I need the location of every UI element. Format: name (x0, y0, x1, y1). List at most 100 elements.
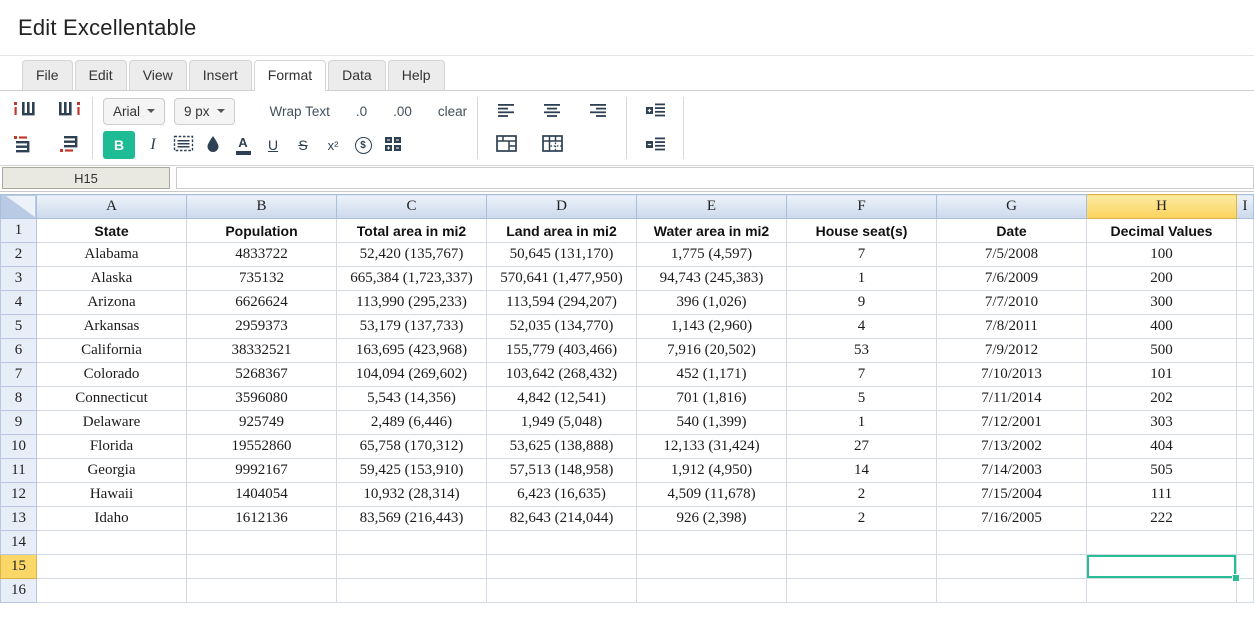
cell-E16[interactable] (637, 579, 787, 603)
cell-F14[interactable] (787, 531, 937, 555)
select-all-corner[interactable] (1, 195, 37, 219)
cell-F5[interactable]: 4 (787, 315, 937, 339)
cell-C13[interactable]: 83,569 (216,443) (337, 507, 487, 531)
cell-I12[interactable] (1237, 483, 1254, 507)
row-header-13[interactable]: 13 (1, 507, 37, 531)
fill-color-button[interactable] (201, 131, 225, 159)
cell-E6[interactable]: 7,916 (20,502) (637, 339, 787, 363)
cell-I6[interactable] (1237, 339, 1254, 363)
cell-A5[interactable]: Arkansas (37, 315, 187, 339)
cell-A8[interactable]: Connecticut (37, 387, 187, 411)
row-header-8[interactable]: 8 (1, 387, 37, 411)
cell-B16[interactable] (187, 579, 337, 603)
cell-G1[interactable]: Date (937, 219, 1087, 243)
cell-B14[interactable] (187, 531, 337, 555)
cell-E2[interactable]: 1,775 (4,597) (637, 243, 787, 267)
strikethrough-button[interactable]: S (291, 131, 315, 159)
cell-B10[interactable]: 19552860 (187, 435, 337, 459)
cell-G9[interactable]: 7/12/2001 (937, 411, 1087, 435)
cell-D10[interactable]: 53,625 (138,888) (487, 435, 637, 459)
cell-G7[interactable]: 7/10/2013 (937, 363, 1087, 387)
cell-G2[interactable]: 7/5/2008 (937, 243, 1087, 267)
column-header-I[interactable]: I (1237, 195, 1254, 219)
cell-F10[interactable]: 27 (787, 435, 937, 459)
cell-G8[interactable]: 7/11/2014 (937, 387, 1087, 411)
cell-D9[interactable]: 1,949 (5,048) (487, 411, 637, 435)
cell-A2[interactable]: Alabama (37, 243, 187, 267)
row-header-7[interactable]: 7 (1, 363, 37, 387)
cell-C11[interactable]: 59,425 (153,910) (337, 459, 487, 483)
indent-increase-button[interactable] (643, 97, 667, 125)
clear-formatting-button[interactable]: clear (438, 104, 467, 119)
cell-D16[interactable] (487, 579, 637, 603)
cell-G14[interactable] (937, 531, 1087, 555)
cell-H4[interactable]: 300 (1087, 291, 1237, 315)
cell-H2[interactable]: 100 (1087, 243, 1237, 267)
column-header-F[interactable]: F (787, 195, 937, 219)
tab-insert[interactable]: Insert (189, 60, 252, 91)
cell-I14[interactable] (1237, 531, 1254, 555)
tab-data[interactable]: Data (328, 60, 386, 91)
insert-column-left-button[interactable] (12, 97, 36, 125)
tab-edit[interactable]: Edit (75, 60, 127, 91)
cell-D3[interactable]: 570,641 (1,477,950) (487, 267, 637, 291)
cell-A9[interactable]: Delaware (37, 411, 187, 435)
cell-I13[interactable] (1237, 507, 1254, 531)
cell-H7[interactable]: 101 (1087, 363, 1237, 387)
cell-H16[interactable] (1087, 579, 1237, 603)
cell-E7[interactable]: 452 (1,171) (637, 363, 787, 387)
cell-C3[interactable]: 665,384 (1,723,337) (337, 267, 487, 291)
cell-G13[interactable]: 7/16/2005 (937, 507, 1087, 531)
decimal-decrease-button[interactable]: .0 (356, 104, 367, 119)
tab-help[interactable]: Help (388, 60, 445, 91)
cell-E10[interactable]: 12,133 (31,424) (637, 435, 787, 459)
row-header-5[interactable]: 5 (1, 315, 37, 339)
cell-I11[interactable] (1237, 459, 1254, 483)
column-header-D[interactable]: D (487, 195, 637, 219)
insert-row-below-button[interactable] (58, 131, 82, 159)
cell-D6[interactable]: 155,779 (403,466) (487, 339, 637, 363)
cell-I4[interactable] (1237, 291, 1254, 315)
cell-F9[interactable]: 1 (787, 411, 937, 435)
cell-E12[interactable]: 4,509 (11,678) (637, 483, 787, 507)
cell-E4[interactable]: 396 (1,026) (637, 291, 787, 315)
wrap-text-button[interactable]: Wrap Text (270, 104, 330, 119)
currency-button[interactable]: $ (351, 131, 375, 159)
cell-H13[interactable]: 222 (1087, 507, 1237, 531)
cell-H6[interactable]: 500 (1087, 339, 1237, 363)
cell-G4[interactable]: 7/7/2010 (937, 291, 1087, 315)
cell-H3[interactable]: 200 (1087, 267, 1237, 291)
row-header-1[interactable]: 1 (1, 219, 37, 243)
cell-F11[interactable]: 14 (787, 459, 937, 483)
cell-A11[interactable]: Georgia (37, 459, 187, 483)
cell-D7[interactable]: 103,642 (268,432) (487, 363, 637, 387)
cell-C9[interactable]: 2,489 (6,446) (337, 411, 487, 435)
cell-I3[interactable] (1237, 267, 1254, 291)
cell-C8[interactable]: 5,543 (14,356) (337, 387, 487, 411)
cell-F12[interactable]: 2 (787, 483, 937, 507)
cell-reference-box[interactable]: H15 (2, 167, 170, 189)
bold-button[interactable]: B (103, 131, 135, 159)
cell-D4[interactable]: 113,594 (294,207) (487, 291, 637, 315)
underline-button[interactable]: U (261, 131, 285, 159)
cell-G12[interactable]: 7/15/2004 (937, 483, 1087, 507)
cell-C12[interactable]: 10,932 (28,314) (337, 483, 487, 507)
cell-H12[interactable]: 111 (1087, 483, 1237, 507)
font-size-dropdown[interactable]: 9 px (174, 98, 235, 125)
cell-C14[interactable] (337, 531, 487, 555)
cell-F16[interactable] (787, 579, 937, 603)
cell-A7[interactable]: Colorado (37, 363, 187, 387)
cell-H15[interactable] (1087, 555, 1237, 579)
row-header-9[interactable]: 9 (1, 411, 37, 435)
cell-B11[interactable]: 9992167 (187, 459, 337, 483)
cell-I9[interactable] (1237, 411, 1254, 435)
row-header-16[interactable]: 16 (1, 579, 37, 603)
cell-B9[interactable]: 925749 (187, 411, 337, 435)
cell-A4[interactable]: Arizona (37, 291, 187, 315)
cell-F2[interactable]: 7 (787, 243, 937, 267)
cell-C16[interactable] (337, 579, 487, 603)
cell-D14[interactable] (487, 531, 637, 555)
cell-H8[interactable]: 202 (1087, 387, 1237, 411)
cell-F1[interactable]: House seat(s) (787, 219, 937, 243)
indent-decrease-button[interactable] (643, 131, 667, 159)
